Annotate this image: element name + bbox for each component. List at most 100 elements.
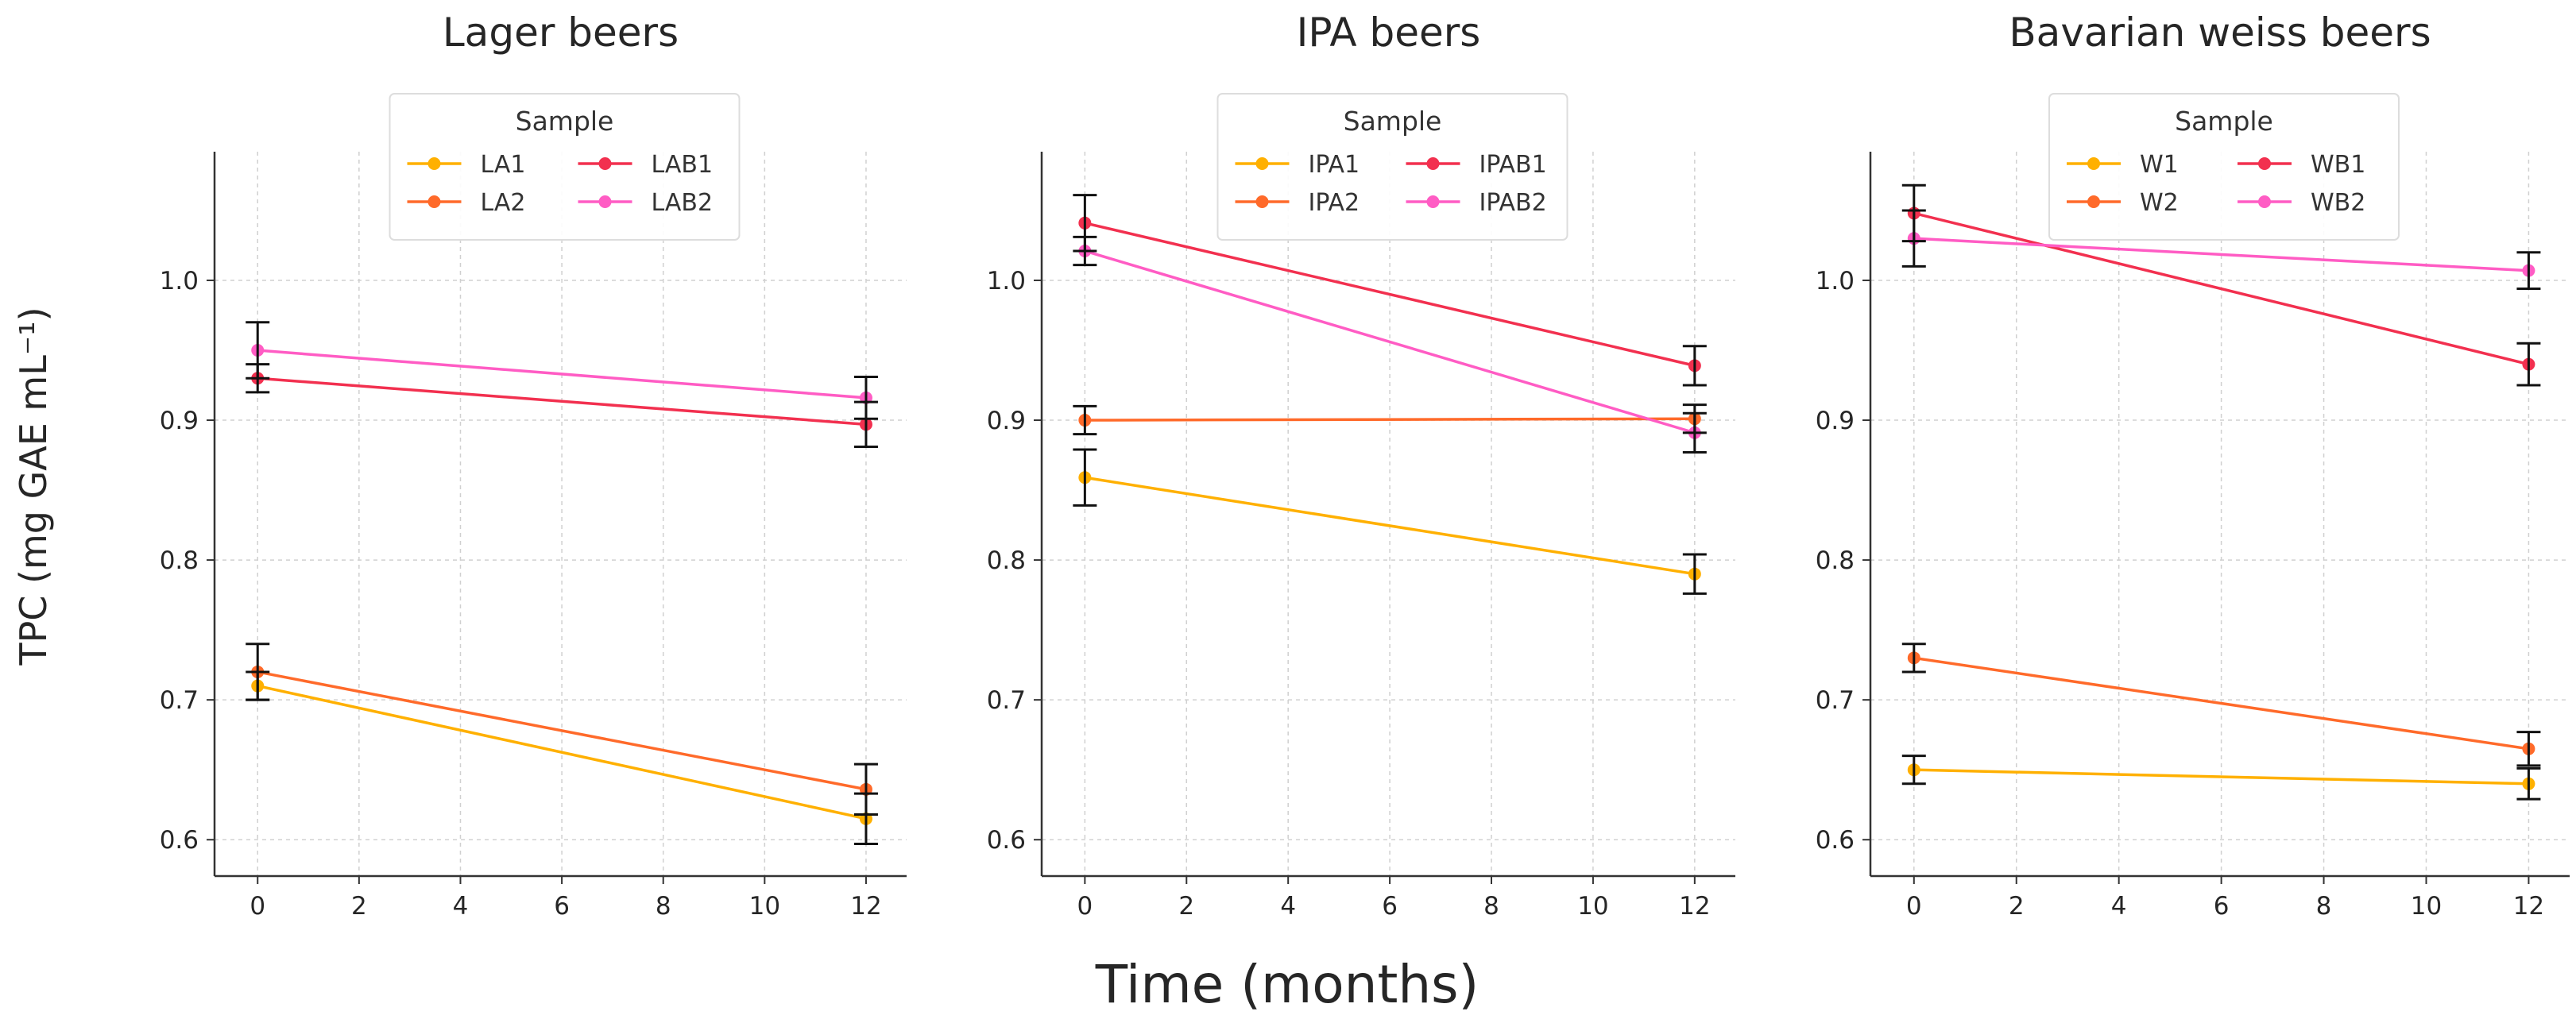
- legend-label: WB1: [2311, 151, 2365, 179]
- legend-label: IPA2: [1309, 189, 1360, 217]
- legend-item-IPAB1: IPAB1: [1406, 151, 1547, 179]
- series-line-LAB1: [257, 376, 867, 427]
- x-tick-label: 10: [749, 892, 780, 921]
- x-tick-label: 12: [2513, 892, 2544, 921]
- error-bar-LAB2: [853, 375, 878, 420]
- panel-2: 0 2 4 6 8 10 12 0.6 0.7 0.8 0.9 1.0 IPA beers Sample I…: [987, 10, 1735, 921]
- legend-item-W1: W1: [2067, 151, 2179, 179]
- y-tick-label: 0.6: [160, 826, 199, 855]
- series-line-LA2: [257, 670, 867, 791]
- panel-title: Lager beers: [443, 10, 679, 56]
- panel-title: Bavarian weiss beers: [2009, 10, 2431, 56]
- legend-label: IPA1: [1309, 151, 1360, 179]
- series-line-WB1: [1913, 211, 2529, 366]
- series-line-W1: [1913, 768, 2529, 786]
- legend-marker: [1426, 195, 1440, 208]
- legend: Sample LA1 LA2 LAB1 LAB2: [389, 93, 741, 241]
- legend-item-WB2: WB2: [2238, 189, 2365, 217]
- x-tick-label: 0: [1077, 892, 1093, 921]
- series-line-WB2: [1913, 237, 2529, 272]
- error-bar-LA2: [853, 762, 878, 816]
- error-bar-IPAB1: [1682, 345, 1707, 387]
- error-bar-IPA1: [1682, 553, 1707, 595]
- legend-item-LA2: LA2: [407, 189, 526, 217]
- error-bar-IPA2: [1073, 404, 1097, 436]
- y-tick-label: 0.7: [160, 686, 199, 715]
- y-tick-label: 0.6: [987, 826, 1026, 855]
- x-axis-label: Time (months): [1095, 954, 1479, 1015]
- y-tick-label: 0.8: [987, 546, 1026, 575]
- x-tick-label: 2: [351, 892, 367, 921]
- y-tick-label: 0.8: [160, 546, 199, 575]
- legend: Sample W1 W2 WB1 WB2: [2048, 93, 2400, 241]
- x-tick-label: 4: [2111, 892, 2127, 921]
- panel-3: 0 2 4 6 8 10 12 0.6 0.7 0.8 0.9 1.0 Bavarian weiss b…: [1816, 10, 2570, 921]
- legend-title: Sample: [2175, 106, 2273, 137]
- legend-item-LA1: LA1: [407, 151, 526, 179]
- y-tick-label: 0.7: [1816, 686, 1855, 715]
- series-line-IPAB2: [1084, 249, 1696, 434]
- legend-box: [1216, 93, 1568, 241]
- error-bar-IPA1: [1073, 448, 1097, 507]
- legend-marker: [1255, 157, 1269, 170]
- legend-item-LAB2: LAB2: [578, 189, 714, 217]
- y-tick-label: 0.9: [987, 407, 1026, 435]
- x-tick-label: 0: [1906, 892, 1922, 921]
- legend-item-IPA1: IPA1: [1235, 151, 1360, 179]
- legend-marker: [1255, 195, 1269, 208]
- error-bar-W2: [1901, 643, 1926, 674]
- y-tick-label: 0.9: [160, 407, 199, 435]
- y-tick-label: 0.6: [1816, 826, 1855, 855]
- x-tick-label: 12: [1679, 892, 1710, 921]
- legend-label: LAB2: [652, 189, 714, 217]
- error-bar-W2: [2516, 731, 2541, 767]
- series-line-IPAB1: [1084, 222, 1696, 368]
- x-tick-label: 12: [850, 892, 881, 921]
- error-bar-WB2: [1901, 209, 1926, 268]
- x-tick-label: 6: [554, 892, 570, 921]
- x-tick-label: 8: [2316, 892, 2332, 921]
- x-tick-label: 10: [1577, 892, 1608, 921]
- x-tick-label: 6: [2214, 892, 2230, 921]
- x-tick-label: 4: [453, 892, 469, 921]
- legend-marker: [427, 157, 441, 170]
- series-line-IPA1: [1085, 476, 1696, 576]
- legend-item-WB1: WB1: [2238, 151, 2365, 179]
- legend-marker: [2258, 157, 2271, 170]
- y-tick-label: 0.8: [1816, 546, 1855, 575]
- legend-marker: [2258, 195, 2271, 208]
- x-tick-label: 8: [656, 892, 671, 921]
- error-bar-WB2: [2516, 251, 2541, 291]
- legend-label: IPAB1: [1479, 151, 1547, 179]
- y-tick-label: 1.0: [1816, 267, 1855, 295]
- panel-1: 0 2 4 6 8 10 12 0.6 0.7 0.8 0.9 1.0 Lager beers Sampl…: [160, 10, 907, 921]
- legend-label: WB2: [2311, 189, 2365, 217]
- x-tick-label: 8: [1483, 892, 1499, 921]
- legend-title: Sample: [516, 106, 614, 137]
- legend-marker: [427, 195, 441, 208]
- legend-label: W2: [2140, 189, 2179, 217]
- legend-marker: [2087, 195, 2100, 208]
- error-bar-W1: [2516, 766, 2541, 801]
- y-tick-label: 0.7: [987, 686, 1026, 715]
- y-tick-label: 1.0: [160, 267, 199, 295]
- legend-marker: [1426, 157, 1440, 170]
- x-tick-label: 0: [249, 892, 265, 921]
- legend: Sample IPA1 IPA2 IPAB1 IPAB2: [1216, 93, 1568, 241]
- legend-item-IPAB2: IPAB2: [1406, 189, 1547, 217]
- panel-title: IPA beers: [1297, 10, 1481, 56]
- legend-item-LAB1: LAB1: [578, 151, 713, 179]
- legend-marker: [598, 195, 612, 208]
- legend-box: [2048, 93, 2400, 241]
- series-line-LAB2: [257, 349, 867, 400]
- y-tick-label: 1.0: [987, 267, 1026, 295]
- error-bar-IPAB2: [1682, 411, 1707, 454]
- y-tick-label: 0.9: [1816, 407, 1855, 435]
- legend-item-W2: W2: [2067, 189, 2179, 217]
- error-bar-WB1: [2516, 342, 2541, 387]
- x-tick-label: 2: [2009, 892, 2025, 921]
- legend-label: LA2: [481, 189, 526, 217]
- error-bar-IPAB2: [1073, 235, 1097, 267]
- legend-marker: [2087, 157, 2100, 170]
